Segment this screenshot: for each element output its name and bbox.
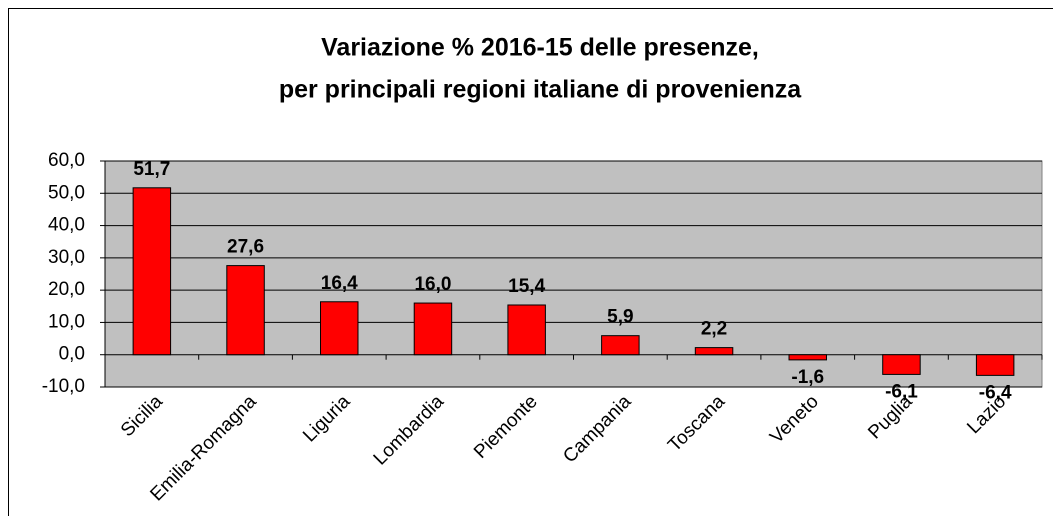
y-tick-label: -10,0: [42, 376, 85, 397]
data-label: -6,4: [979, 382, 1012, 403]
bar: [694, 347, 734, 356]
bar: [226, 265, 265, 356]
data-label: 2,2: [701, 319, 727, 340]
y-tick-label: 50,0: [48, 182, 85, 203]
data-label: 51,7: [133, 159, 170, 180]
bar: [413, 302, 453, 356]
bar: [975, 354, 1015, 376]
bar: [132, 187, 172, 356]
data-label: -1,6: [791, 367, 824, 388]
bar: [601, 335, 640, 356]
bar: [320, 301, 359, 356]
y-tick-label: 0,0: [59, 344, 85, 365]
chart-title: Variazione % 2016-15 delle presenze,: [321, 34, 759, 62]
y-tick-label: 20,0: [48, 279, 85, 300]
data-label: 5,9: [607, 307, 633, 328]
bar: [882, 354, 921, 375]
bar: [507, 304, 546, 356]
y-tick-label: 10,0: [48, 311, 85, 332]
data-label: -6,1: [885, 381, 918, 402]
y-tick-label: 60,0: [48, 150, 85, 171]
chart-title: per principali regioni italiane di prove…: [279, 76, 802, 104]
bar: [788, 354, 827, 361]
data-label: 15,4: [508, 276, 545, 297]
data-label: 16,4: [321, 273, 358, 294]
y-tick-label: 30,0: [48, 247, 85, 268]
data-label: 16,0: [414, 274, 451, 295]
y-tick-label: 40,0: [48, 215, 85, 236]
data-label: 27,6: [227, 237, 264, 258]
